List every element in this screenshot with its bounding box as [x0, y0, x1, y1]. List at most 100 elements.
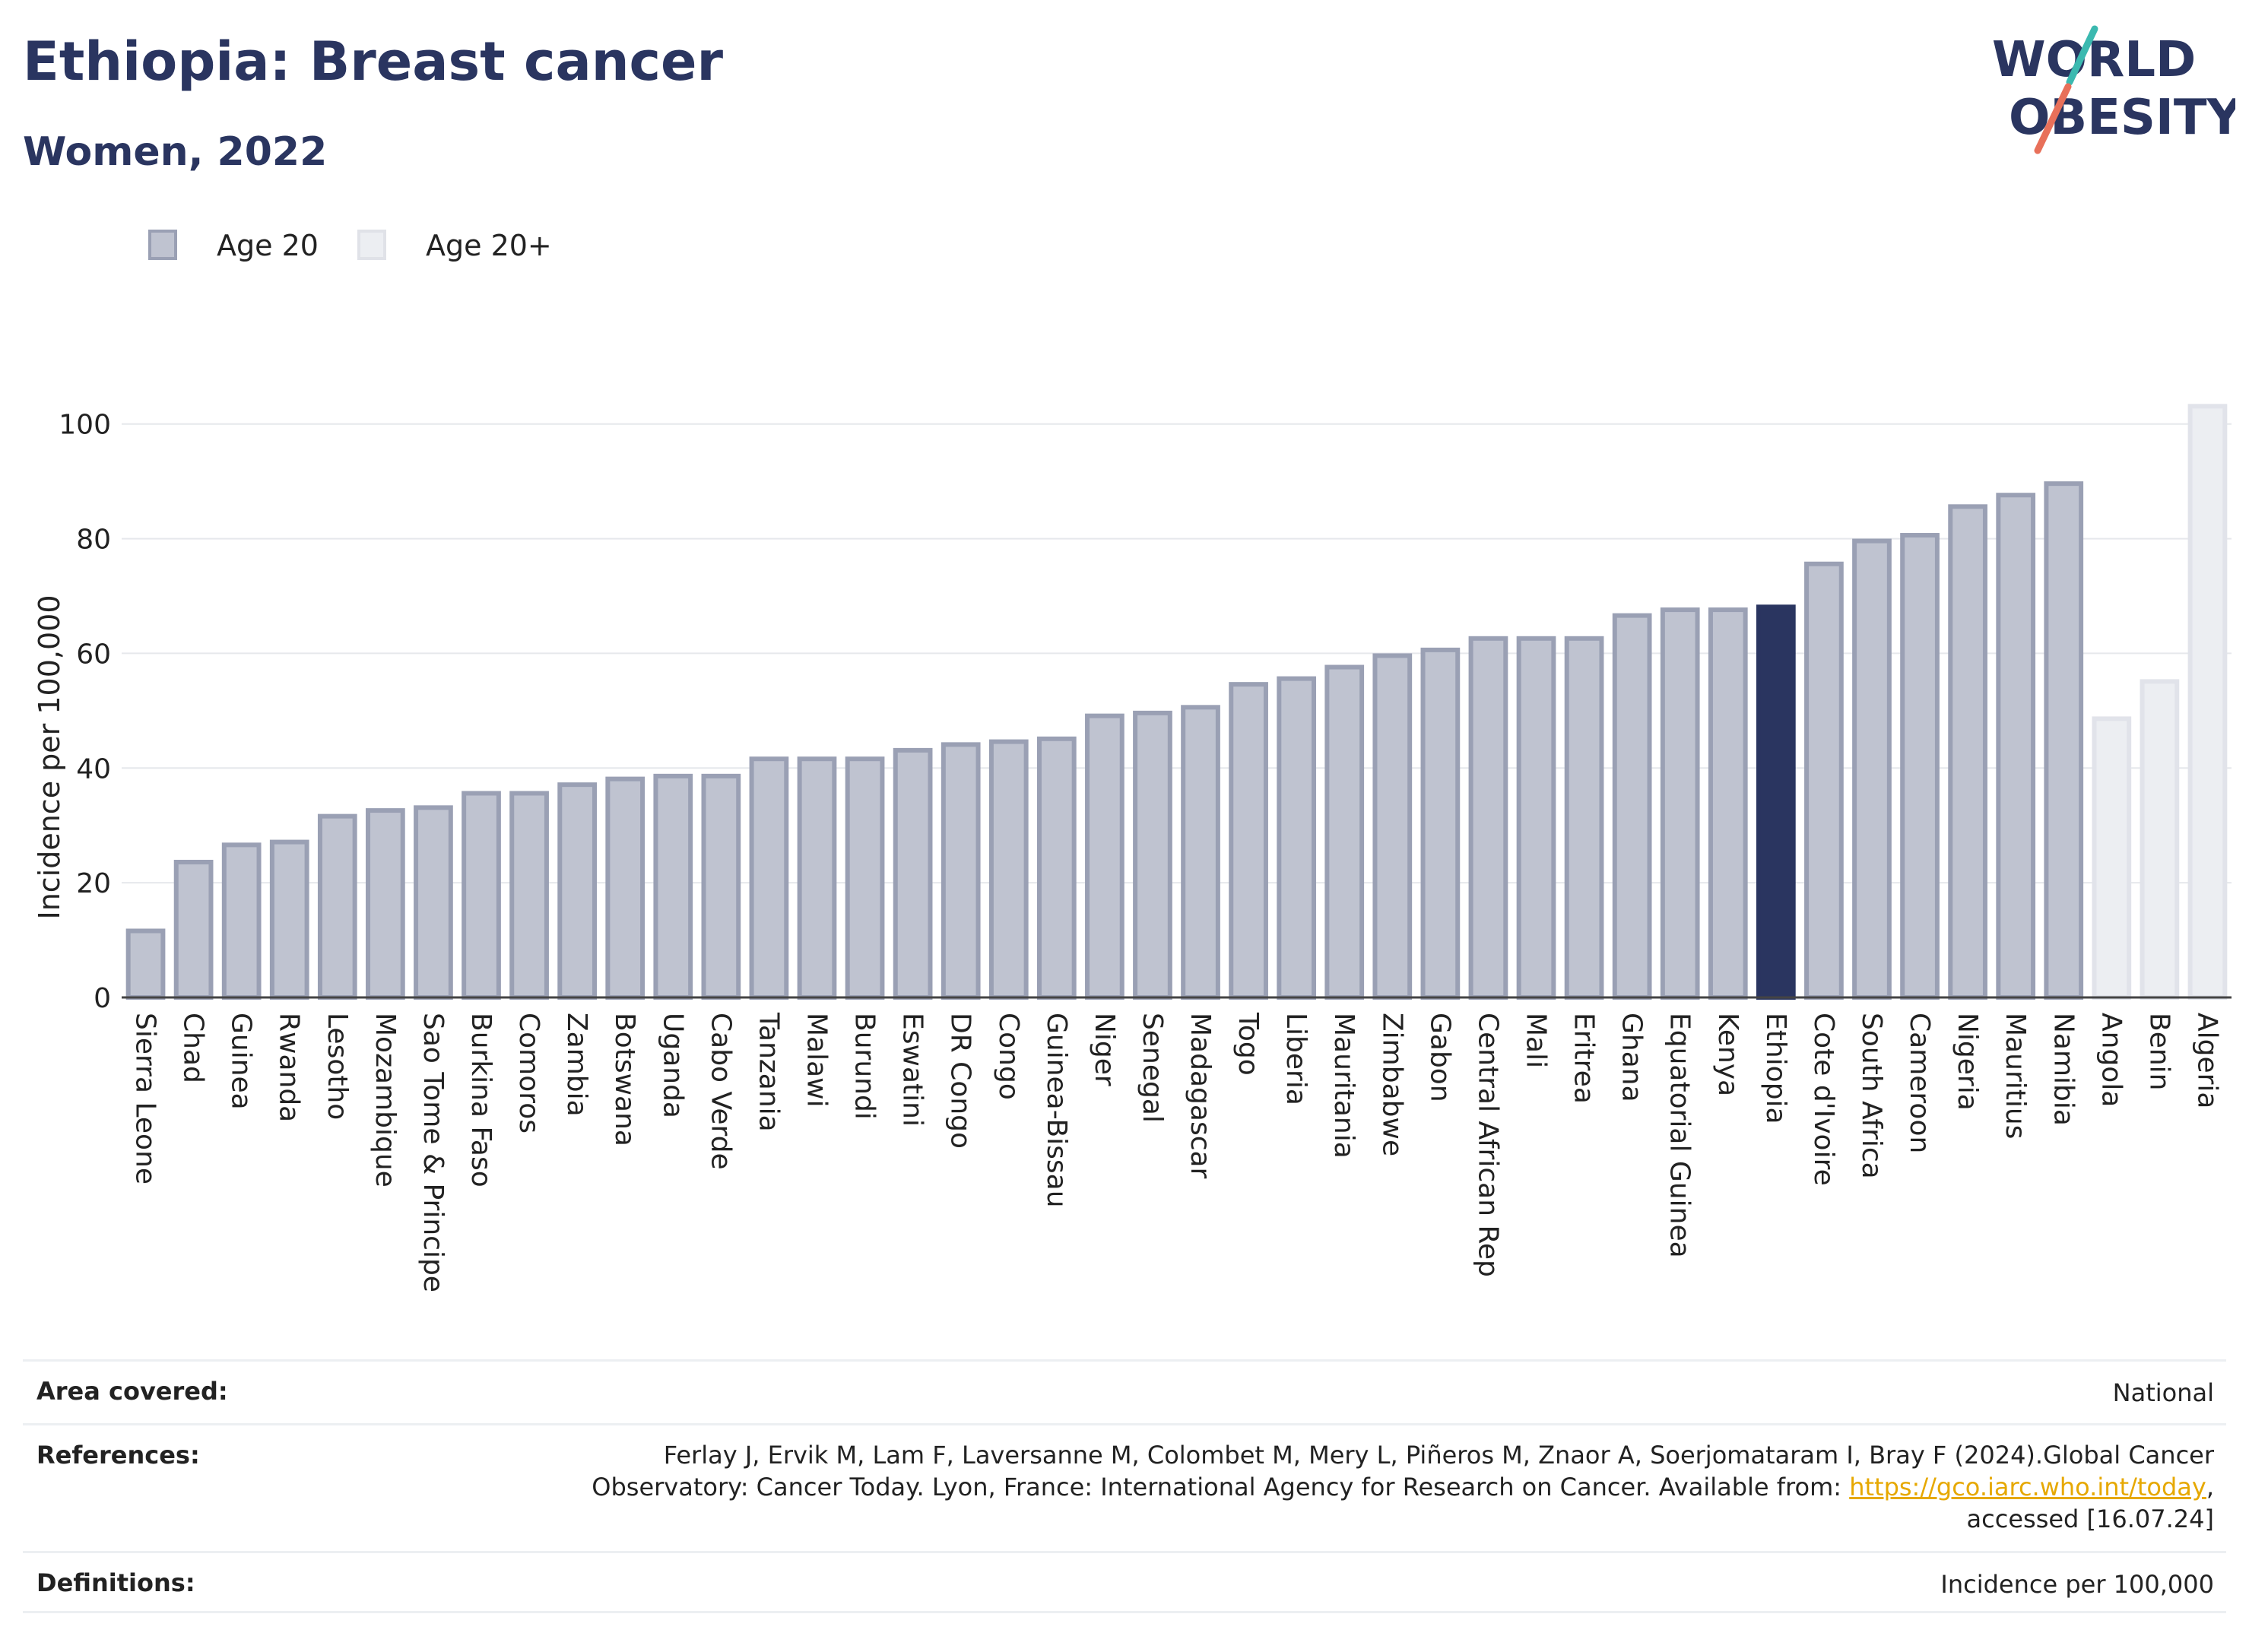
x-tick-label: Central African Rep: [1472, 1013, 1503, 1277]
x-tick-label: Burundi: [849, 1013, 880, 1120]
x-tick-label: Namibia: [2048, 1013, 2079, 1126]
bar-age20: [1324, 664, 1365, 1000]
x-tick-label: Gabon: [1424, 1013, 1455, 1102]
bar-age20: [366, 808, 405, 1000]
legend-label-age20: Age 20: [217, 229, 319, 262]
x-tick-label: Guinea: [226, 1013, 257, 1110]
x-tick-label: Zimbabwe: [1376, 1013, 1407, 1156]
legend-label-age20plus: Age 20+: [426, 229, 552, 262]
bar-age20: [1468, 636, 1508, 1000]
bar-age20: [1660, 607, 1700, 1000]
bar-age20: [462, 791, 501, 1000]
references-link[interactable]: https://gco.iarc.who.int/today: [1849, 1473, 2206, 1501]
bar-age20: [1181, 705, 1220, 1000]
bar-age20: [845, 756, 885, 1000]
bar-age20: [1996, 493, 2036, 1000]
y-tick-label: 80: [76, 525, 111, 556]
x-tick-label: Mozambique: [370, 1013, 401, 1187]
bar-age20: [1708, 607, 1748, 1000]
bar-age20: [605, 776, 646, 1000]
footer-row-definitions: Definitions: Incidence per 100,000: [23, 1551, 2226, 1613]
x-tick-label: Zambia: [561, 1013, 592, 1117]
bar-age20: [1804, 561, 1844, 1000]
legend-swatch-age20: [148, 230, 177, 260]
bar-age20: [749, 756, 789, 1000]
x-tick-label: Chad: [178, 1013, 209, 1083]
bar-age20: [1564, 636, 1604, 1000]
bar-age20: [1277, 676, 1317, 1000]
bar-age20: [1516, 636, 1556, 1000]
bar-highlight: [1756, 604, 1796, 1000]
x-tick-label: Mauritius: [2000, 1013, 2031, 1139]
world-obesity-logo: WORLD OBESITY: [1992, 25, 2235, 154]
page-subtitle: Women, 2022: [23, 129, 328, 175]
footer-row-references: References: Ferlay J, Ervik M, Lam F, La…: [23, 1423, 2226, 1551]
x-tick-label: Kenya: [1712, 1013, 1743, 1096]
bar-age20: [1900, 533, 1940, 1000]
x-tick-label: Senegal: [1137, 1013, 1168, 1123]
bar-age20: [1372, 653, 1413, 1000]
y-tick-label: 0: [94, 983, 111, 1014]
bar-age20: [988, 739, 1029, 1000]
definitions-value-text: Incidence per 100,000: [1940, 1570, 2214, 1599]
bar-age20plus: [2140, 679, 2180, 1000]
x-tick-label: Cabo Verde: [705, 1013, 736, 1170]
footer-row-area: Area covered: National: [23, 1359, 2226, 1423]
x-tick-label: Ethiopia: [1760, 1013, 1791, 1124]
logo-slash-teal: [2066, 25, 2098, 86]
x-tick-label: Eswatini: [897, 1013, 928, 1127]
footer-definitions-value: Incidence per 100,000: [23, 1553, 2226, 1600]
x-tick-label: Malawi: [801, 1013, 832, 1108]
x-tick-label: Lesotho: [322, 1013, 353, 1120]
x-tick-label: Mali: [1521, 1013, 1552, 1068]
footer-info: Area covered: National References: Ferla…: [23, 1359, 2226, 1613]
y-tick-label: 20: [76, 868, 111, 899]
y-tick-label: 100: [59, 410, 111, 441]
bar-age20: [1612, 613, 1652, 1000]
bar-age20: [893, 747, 933, 1000]
x-tick-label: Togo: [1232, 1012, 1264, 1076]
bar-age20: [509, 791, 549, 1000]
bar-age20plus: [2092, 716, 2132, 1000]
x-tick-label: Madagascar: [1185, 1013, 1216, 1179]
bar-age20: [173, 859, 214, 1000]
bar-age20plus: [2187, 404, 2228, 1000]
x-tick-label: Mauritania: [1328, 1013, 1359, 1159]
x-tick-label: Rwanda: [274, 1013, 305, 1122]
x-tick-label: Sao Tome & Principe: [417, 1013, 449, 1292]
x-tick-label: Benin: [2143, 1013, 2174, 1090]
x-tick-label: South Africa: [1856, 1013, 1887, 1179]
bar-age20: [653, 773, 693, 1000]
bar-age20: [269, 839, 309, 1000]
x-tick-label: Burkina Faso: [465, 1013, 496, 1187]
y-tick-label: 60: [76, 639, 111, 670]
bar-age20: [125, 928, 166, 1000]
footer-definitions-label: Definitions:: [36, 1568, 195, 1597]
x-tick-label: Sierra Leone: [130, 1013, 161, 1184]
x-tick-label: Nigeria: [1952, 1013, 1983, 1111]
bar-age20: [1948, 504, 1987, 1000]
x-tick-label: Niger: [1089, 1013, 1120, 1086]
x-tick-label: Equatorial Guinea: [1664, 1013, 1695, 1258]
bar-age20: [1852, 538, 1892, 1000]
x-tick-label: Eritrea: [1569, 1013, 1600, 1104]
references-line1: Ferlay J, Ervik M, Lam F, Laversanne M, …: [663, 1441, 2214, 1470]
references-line3: accessed [16.07.24]: [1966, 1505, 2214, 1533]
bar-age20: [317, 813, 357, 1000]
footer-area-value: National: [23, 1362, 2226, 1409]
x-tick-label: Congo: [993, 1013, 1024, 1100]
bar-age20: [1085, 713, 1124, 1000]
footer-references-label: References:: [36, 1441, 200, 1470]
x-tick-label: Uganda: [657, 1013, 688, 1118]
bar-age20: [2044, 481, 2084, 1000]
y-axis-label: Incidence per 100,000: [33, 595, 66, 919]
x-tick-label: Ghana: [1616, 1013, 1648, 1102]
page-title: Ethiopia: Breast cancer: [23, 30, 724, 93]
x-tick-label: Liberia: [1280, 1013, 1312, 1105]
bar-age20: [1229, 682, 1268, 1000]
x-tick-label: Guinea-Bissau: [1041, 1013, 1072, 1208]
x-tick-label: Angola: [2095, 1013, 2127, 1107]
area-value-text: National: [2112, 1378, 2214, 1407]
bar-age20: [797, 756, 837, 1000]
x-tick-label: Algeria: [2191, 1013, 2222, 1109]
